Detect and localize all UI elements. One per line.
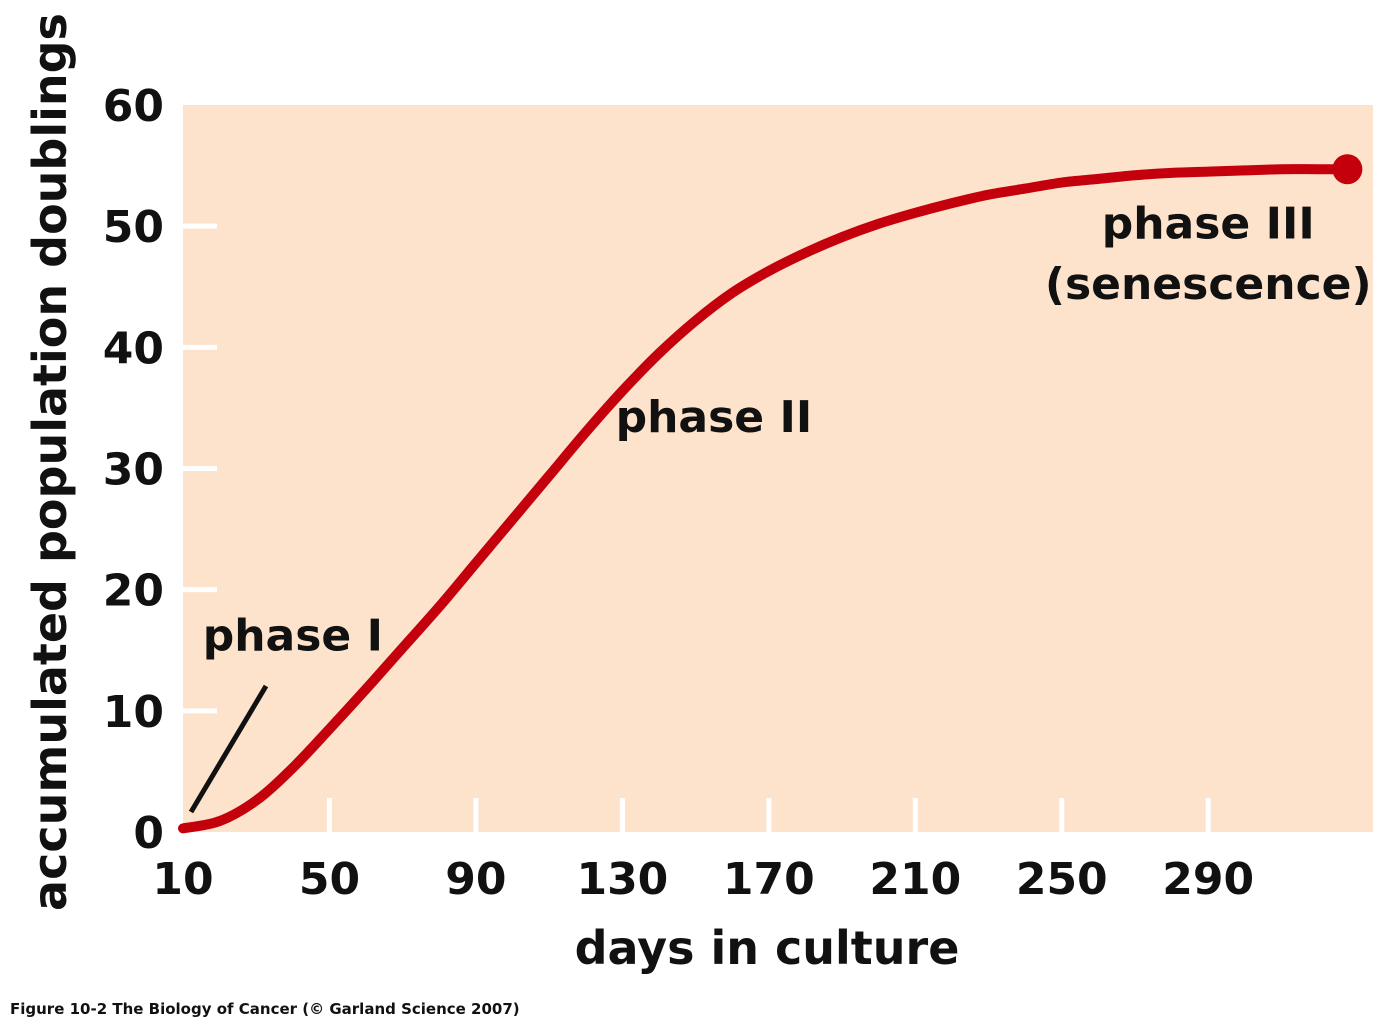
y-tick-label: 50 — [103, 202, 164, 253]
annotations: phase I phase II phase III (senescence) — [203, 198, 1372, 661]
phase-annotation: (senescence) — [1045, 259, 1372, 310]
y-tick-label: 20 — [103, 566, 164, 617]
y-tick-label: 60 — [103, 81, 164, 132]
figure-caption: Figure 10-2 The Biology of Cancer (© Gar… — [10, 1000, 520, 1018]
phase-annotation: phase I — [203, 610, 383, 661]
x-tick-label: 250 — [1016, 854, 1108, 905]
y-tick-label: 30 — [103, 445, 164, 496]
x-tick-label: 50 — [299, 854, 360, 905]
x-tick-label: 210 — [869, 854, 961, 905]
phase-i-pointer — [188, 684, 269, 814]
y-axis-ticks: 0 10 20 30 40 50 60 — [103, 81, 217, 859]
y-tick-label: 10 — [103, 687, 164, 738]
x-tick-label: 90 — [445, 854, 506, 905]
y-axis-label: accumulated population doublings — [23, 13, 77, 911]
y-tick-label: 0 — [133, 808, 164, 859]
series-end-marker — [1332, 154, 1363, 185]
x-tick-label: 290 — [1162, 854, 1254, 905]
series-line — [178, 164, 1353, 834]
y-tick-label: 40 — [103, 323, 164, 374]
phase-annotation: phase III — [1102, 198, 1315, 249]
plot-area — [183, 105, 1373, 832]
phase-pointer-group — [188, 684, 269, 814]
x-tick-label: 170 — [723, 854, 815, 905]
series-group — [178, 154, 1363, 834]
x-tick-label: 130 — [576, 854, 668, 905]
x-axis-label: days in culture — [575, 921, 960, 975]
x-tick-label: 10 — [152, 854, 213, 905]
x-axis-ticks: 10 50 90 130 170 210 250 290 — [152, 798, 1254, 905]
phase-annotation: phase II — [616, 392, 813, 443]
